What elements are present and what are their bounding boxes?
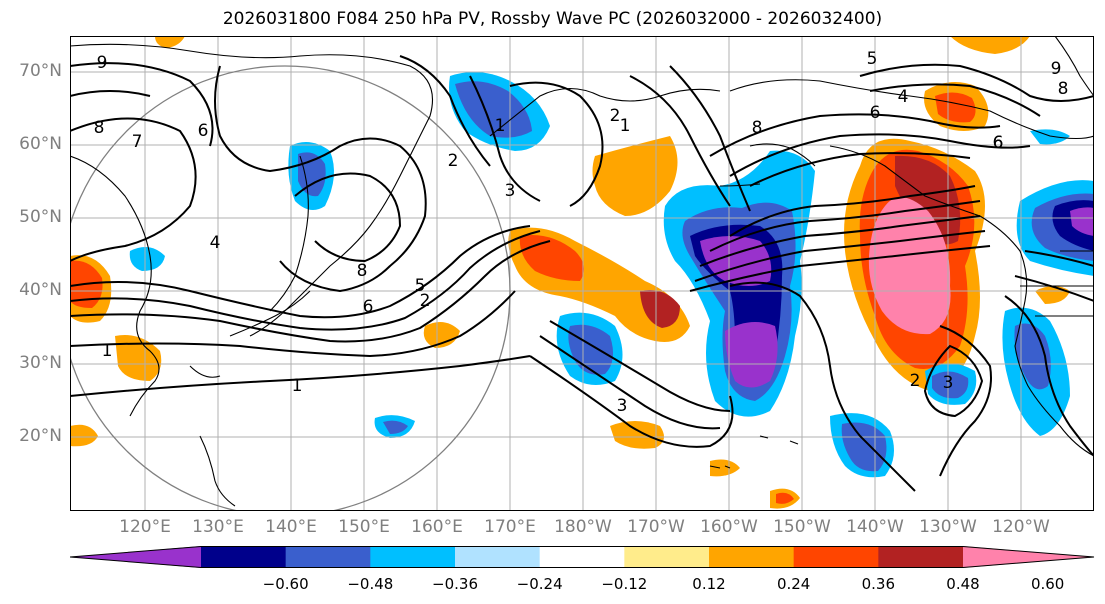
pv-contours (70, 55, 1094, 492)
colorbar (70, 546, 1095, 568)
longitude-label: 130°W (919, 517, 977, 537)
longitude-label: 170°W (627, 517, 685, 537)
latitude-label: 30°N (19, 353, 62, 373)
contour-label: 9 (1051, 59, 1062, 79)
colorbar-tick-label: 0.60 (1030, 575, 1065, 593)
colorbar-tick-label: −0.36 (432, 575, 478, 593)
colorbar-tick-label: −0.48 (347, 575, 394, 593)
colorbar-bin (285, 546, 371, 568)
contour-labels: 9 8 7 6 4 8 6 5 2 1 1 2 3 1 1 3 2 8 6 5 … (94, 49, 1069, 416)
contour-label: 4 (898, 87, 909, 107)
colorbar-tick-label: 0.12 (692, 575, 726, 593)
latitude-label: 70°N (19, 61, 62, 81)
colorbar-extend-min (70, 546, 201, 568)
colorbar-bin (709, 546, 795, 568)
contour-label: 2 (448, 151, 459, 171)
latitude-label: 40°N (19, 280, 62, 300)
colorbar-bin (793, 546, 879, 568)
contour-label: 4 (210, 233, 221, 253)
longitude-label: 130°E (192, 517, 244, 537)
longitude-label: 140°W (846, 517, 904, 537)
colorbar-bin (624, 546, 710, 568)
contour-label: 8 (1058, 79, 1069, 99)
colorbar-bin (539, 546, 625, 568)
contour-label: 1 (102, 341, 113, 361)
contour-label: 8 (94, 118, 105, 138)
colorbar-extend-max (963, 546, 1094, 568)
contour-label: 3 (943, 373, 954, 393)
contour-label: 8 (752, 118, 763, 138)
contour-label: 2 (610, 106, 621, 126)
longitude-label: 180°W (554, 517, 612, 537)
contour-label: 1 (292, 376, 303, 396)
colorbar-bin (878, 546, 964, 568)
colorbar-bin (370, 546, 456, 568)
map-panel: 9 8 7 6 4 8 6 5 2 1 1 2 3 1 1 3 2 8 6 5 … (70, 36, 1094, 511)
longitude-label: 160°E (411, 517, 463, 537)
pv-anomaly-shading (70, 36, 1094, 509)
contour-label: 6 (993, 133, 1004, 153)
longitude-label: 150°W (773, 517, 831, 537)
contour-label: 2 (420, 291, 431, 311)
longitude-label: 160°W (700, 517, 758, 537)
chart-title: 2026031800 F084 250 hPa PV, Rossby Wave … (222, 9, 883, 29)
contour-label: 9 (97, 53, 108, 73)
reference-circle (70, 65, 511, 511)
contour-label: 6 (363, 297, 374, 317)
longitude-label: 120°E (119, 517, 171, 537)
longitude-label: 170°E (484, 517, 536, 537)
contour-label: 6 (993, 133, 1004, 153)
contour-label: 7 (132, 132, 143, 152)
contour-label: 6 (870, 103, 881, 123)
contour-label: 5 (867, 49, 878, 69)
latitude-label: 60°N (19, 134, 62, 154)
colorbar-bin (201, 546, 287, 568)
colorbar-bin (455, 546, 541, 568)
colorbar-tick-label: −0.12 (601, 575, 648, 593)
latitude-label: 20°N (19, 426, 62, 446)
contour-label: 3 (617, 396, 628, 416)
contour-label: 1 (495, 116, 506, 136)
colorbar-tick-label: −0.24 (516, 575, 563, 593)
contour-label: 1 (620, 116, 631, 136)
colorbar-tick-label: 0.48 (946, 575, 980, 593)
longitude-label: 150°E (338, 517, 390, 537)
contour-label: 5 (415, 276, 426, 296)
contour-label: 8 (357, 261, 368, 281)
latitude-label: 50°N (19, 207, 62, 227)
colorbar-tick-label: 0.36 (861, 575, 896, 593)
longitude-label: 120°W (992, 517, 1050, 537)
coastlines (70, 36, 1094, 507)
colorbar-tick-label: −0.60 (262, 575, 309, 593)
contour-label: 2 (910, 371, 921, 391)
contour-label: 6 (198, 121, 209, 141)
colorbar-tick-label: 0.24 (776, 575, 811, 593)
contour-label: 3 (505, 181, 516, 201)
longitude-label: 140°E (265, 517, 317, 537)
